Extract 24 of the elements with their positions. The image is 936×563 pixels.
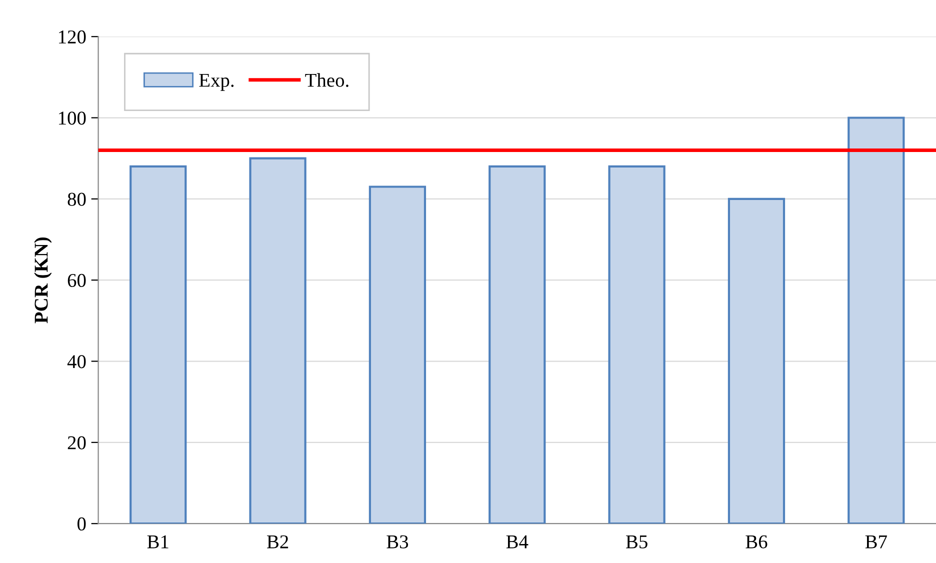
y-tick-label: 80: [68, 192, 86, 206]
x-tick-label: B1: [147, 535, 168, 548]
y-tick-label: 120: [59, 30, 86, 44]
x-tick-label: B2: [267, 535, 288, 548]
bar: [848, 116, 905, 524]
x-tick-label: B7: [865, 535, 887, 548]
y-tick-label: 40: [67, 355, 86, 368]
bar: [608, 165, 666, 524]
y-tick-label: 0: [77, 517, 86, 531]
x-tick-label: B3: [386, 535, 408, 548]
legend-label: Exp.: [199, 74, 234, 91]
legend-label: Theo.: [305, 73, 348, 87]
y-tick-label: 60: [68, 274, 86, 288]
x-tick-label: B6: [746, 535, 768, 548]
bar: [728, 198, 786, 524]
bar: [368, 186, 426, 524]
y-axis-title: PCR (KN): [34, 237, 52, 324]
bar: [249, 157, 306, 524]
x-tick-label: B5: [626, 535, 648, 548]
y-tick-label: 20: [68, 436, 86, 450]
y-tick-label: 100: [59, 112, 86, 125]
bar: [488, 165, 546, 524]
x-tick-label: B4: [506, 535, 528, 548]
bar: [130, 165, 187, 524]
